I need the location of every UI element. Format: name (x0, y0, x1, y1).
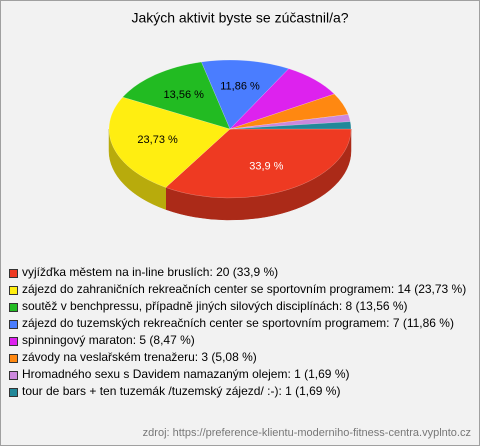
slice (229, 93, 349, 130)
chart: Jakých aktivit byste se zúčastnil/a? 33,… (108, 10, 352, 221)
legend-swatch (9, 286, 18, 295)
legend-swatch (9, 388, 18, 397)
slice (165, 128, 352, 199)
slice (229, 68, 335, 130)
slice (229, 114, 351, 130)
legend-label: tour de bars + ten tuzemák /tuzemský záj… (22, 384, 341, 398)
legend-swatch (9, 371, 18, 380)
legend-swatch (9, 269, 18, 278)
value-label: 23,73 % (137, 134, 178, 146)
legend-entry: soutěž v benchpressu, případně jiných si… (9, 299, 471, 314)
chart-title: Jakých aktivit byste se zúčastnil/a? (131, 10, 348, 26)
source: zdroj: https://preference-klientu-modern… (142, 427, 471, 439)
value-label: 13,56 % (164, 89, 205, 101)
legend-label: Hromadného sexu s Davidem namazaným olej… (22, 367, 350, 381)
value-label: 33,9 % (249, 160, 283, 172)
legend-label: zájezd do zahraničních rekreačních cente… (22, 282, 467, 296)
legend-entry: zájezd do zahraničních rekreačních cente… (9, 282, 471, 297)
legend-entry: zájezd do tuzemských rekreačních center … (9, 316, 471, 331)
legend-label: spinningový maraton: 5 (8,47 %) (22, 333, 195, 347)
slice (229, 121, 352, 130)
legend-label: zájezd do tuzemských rekreačních center … (22, 316, 454, 330)
legend-label: soutěž v benchpressu, případně jiných si… (22, 299, 408, 313)
legend-swatch (9, 320, 18, 329)
legend-entry: vyjížďka městem na in-line bruslích: 20 … (9, 265, 471, 280)
legend-entry: Hromadného sexu s Davidem namazaným olej… (9, 367, 471, 382)
legend-swatch (9, 303, 18, 312)
legend-label: vyjížďka městem na in-line bruslích: 20 … (22, 265, 279, 279)
legend-entry: závody na veslařském trenažeru: 3 (5,08 … (9, 350, 471, 365)
legend: vyjížďka městem na in-line bruslích: 20 … (9, 265, 471, 401)
legend-label: závody na veslařském trenažeru: 3 (5,08 … (22, 350, 257, 364)
legend-entry: tour de bars + ten tuzemák /tuzemský záj… (9, 384, 471, 399)
slice (122, 61, 231, 130)
slice (201, 59, 290, 130)
legend-entry: spinningový maraton: 5 (8,47 %) (9, 333, 471, 348)
slice (108, 96, 231, 188)
legend-swatch (9, 337, 18, 346)
value-label: 11,86 % (220, 81, 260, 93)
legend-swatch (9, 354, 18, 363)
